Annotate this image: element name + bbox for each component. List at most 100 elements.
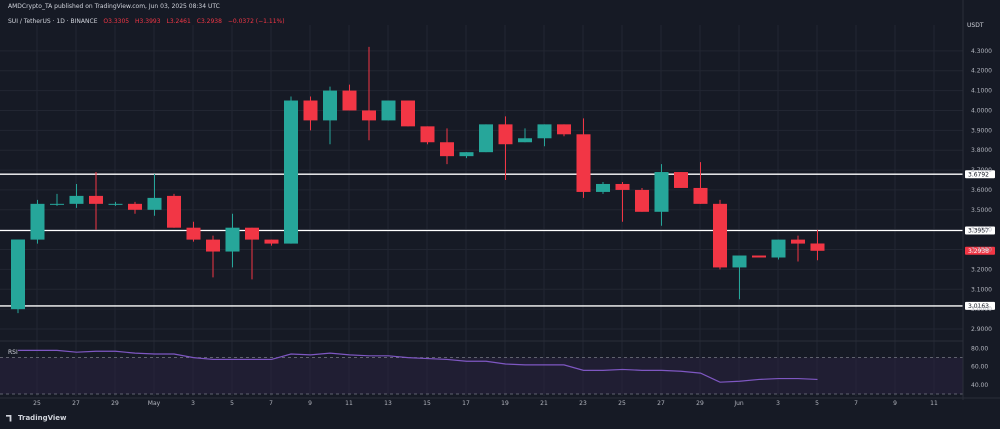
rsi-line[interactable] — [18, 349, 818, 383]
candle[interactable] — [459, 152, 474, 159]
candle[interactable] — [693, 162, 708, 204]
candle[interactable] — [147, 174, 162, 216]
candle[interactable] — [791, 235, 805, 262]
candle[interactable] — [11, 239, 25, 314]
candle[interactable] — [50, 193, 64, 206]
price-tick-label: 3.7000 — [971, 167, 992, 174]
open-value: O3.3305 — [103, 18, 130, 25]
candle[interactable] — [440, 128, 454, 165]
level-tag — [965, 226, 995, 235]
candle[interactable] — [323, 86, 337, 145]
price-axis: 4.3000 4.2000 4.1000 4.0000 3.9000 3.8000 3.70… — [962, 0, 992, 400]
rsi-label[interactable]: RSI — [8, 349, 18, 356]
candle[interactable] — [537, 124, 552, 147]
candle[interactable] — [381, 100, 396, 121]
candle-body — [303, 100, 318, 121]
time-axis: 25 27 29 May 3 5 7 9 11 13 15 17 19 21 23 25 27 29 Jun 3 5 7 9… — [33, 400, 938, 407]
time-tick-label: 29 — [111, 400, 119, 407]
time-tick-label: 21 — [540, 400, 548, 407]
rsi-band — [0, 357, 963, 394]
candle[interactable] — [576, 118, 591, 198]
last-price-label: 3.2938 — [968, 248, 989, 255]
candle-body — [264, 239, 279, 244]
candle-body — [693, 187, 708, 204]
candle-body — [381, 100, 396, 121]
candle[interactable] — [89, 172, 103, 230]
candle[interactable] — [225, 213, 240, 268]
price-tick-label: 4.3000 — [971, 48, 992, 55]
price-tick-label: 3.0000 — [971, 306, 992, 313]
close-value: C3.2938 — [196, 18, 222, 25]
candle-body — [615, 183, 630, 190]
candle-body — [50, 203, 64, 205]
time-tick-label: 23 — [579, 400, 587, 407]
candle[interactable] — [69, 183, 84, 208]
candle[interactable] — [167, 193, 181, 228]
candle[interactable] — [713, 199, 727, 270]
price-tick-label: 4.0000 — [971, 107, 992, 114]
candle[interactable] — [128, 201, 142, 214]
rsi-panel: 80.00 60.00 40.00 — [0, 346, 988, 395]
time-tick-label: 27 — [72, 400, 80, 407]
symbol-title[interactable]: SUI / TetherUS · 1D · BINANCE — [8, 18, 98, 25]
candle-body — [128, 203, 142, 210]
time-tick-label: 19 — [501, 400, 509, 407]
price-tick-label: 4.2000 — [971, 68, 992, 75]
candle-body — [420, 126, 435, 143]
last-price-tag — [965, 246, 995, 255]
candle[interactable] — [206, 235, 220, 278]
candle[interactable] — [557, 124, 571, 137]
candle[interactable] — [30, 199, 45, 244]
candle-body — [732, 255, 747, 268]
candle[interactable] — [303, 96, 318, 131]
candle-body — [69, 195, 84, 204]
candle-body — [401, 100, 415, 127]
candle[interactable] — [615, 181, 630, 222]
candle[interactable] — [186, 221, 201, 242]
candle[interactable] — [245, 227, 259, 280]
candle-body — [557, 124, 571, 135]
candle[interactable] — [596, 181, 610, 194]
candle-body — [674, 172, 688, 188]
candle-body — [459, 152, 474, 157]
candle[interactable] — [284, 96, 298, 244]
candle[interactable] — [264, 239, 279, 246]
time-tick-label: 9 — [308, 400, 312, 407]
candle[interactable] — [810, 229, 825, 261]
candle[interactable] — [752, 255, 766, 258]
candle[interactable] — [771, 239, 786, 260]
candle-body — [596, 183, 610, 192]
price-tick-label: 3.6000 — [971, 187, 992, 194]
candle-body — [479, 124, 493, 153]
candle[interactable] — [635, 187, 649, 212]
candle[interactable] — [108, 201, 123, 206]
candle[interactable] — [654, 164, 669, 226]
price-tick-label: 3.2000 — [971, 266, 992, 273]
candle[interactable] — [401, 100, 415, 127]
candle-body — [206, 239, 220, 252]
currency-label[interactable]: USDT — [967, 22, 984, 29]
candle[interactable] — [420, 126, 435, 145]
candle-body — [225, 227, 240, 252]
candle[interactable] — [362, 46, 376, 141]
candle[interactable] — [518, 128, 532, 143]
candle-body — [362, 110, 376, 121]
candle[interactable] — [498, 116, 513, 180]
candle-body — [498, 124, 513, 145]
price-tick-label: 3.8000 — [971, 147, 992, 154]
candle[interactable] — [732, 255, 747, 300]
time-tick-label: 13 — [384, 400, 392, 407]
candle[interactable] — [479, 124, 493, 153]
candle-body — [30, 203, 45, 240]
time-tick-label: 5 — [230, 400, 234, 407]
time-tick-label: 3 — [191, 400, 195, 407]
time-tick-label: 9 — [893, 400, 897, 407]
candle[interactable] — [342, 84, 357, 111]
candle[interactable] — [674, 172, 688, 188]
candle-body — [323, 90, 337, 121]
brand-text: TradingView — [18, 414, 67, 422]
grid — [0, 25, 1000, 399]
candle-body — [440, 142, 454, 157]
